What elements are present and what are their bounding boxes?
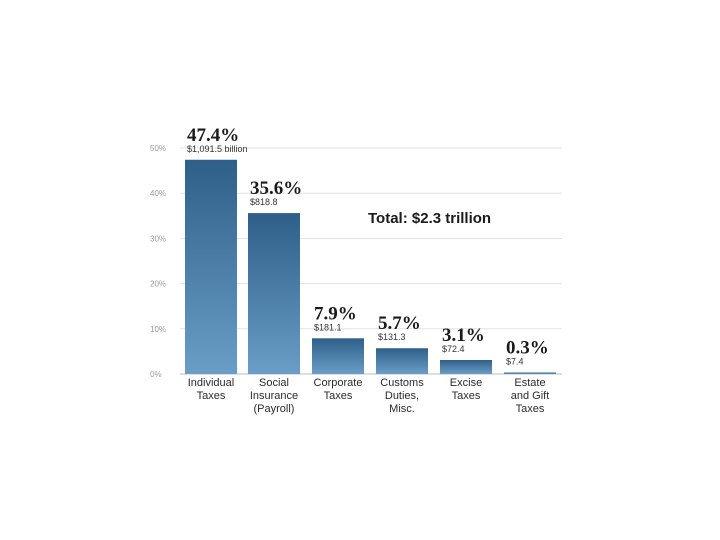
grid-lines bbox=[180, 147, 562, 375]
amount-label-3: $131.3 bbox=[378, 332, 406, 342]
category-line: Taxes bbox=[452, 390, 481, 402]
category-label-2: Corporate Taxes bbox=[314, 377, 363, 402]
category-line: Insurance bbox=[250, 390, 298, 402]
category-line: Customs bbox=[380, 377, 424, 389]
y-tick-label-0: 0% bbox=[150, 370, 162, 379]
amount-label-5: $7.4 bbox=[506, 357, 524, 367]
percent-label-2: 7.9% bbox=[314, 303, 357, 324]
category-line: Misc. bbox=[389, 403, 415, 415]
category-line: Social bbox=[259, 377, 289, 389]
category-line: Excise bbox=[450, 377, 482, 389]
category-line: Corporate bbox=[314, 377, 363, 389]
y-tick-label-40: 40% bbox=[150, 189, 166, 198]
bars bbox=[185, 159, 556, 374]
bar-2 bbox=[312, 338, 364, 374]
category-line: Estate bbox=[514, 377, 545, 389]
category-line: Individual bbox=[188, 377, 234, 389]
amount-label-4: $72.4 bbox=[442, 344, 465, 354]
category-label-0: Individual Taxes bbox=[188, 377, 234, 402]
category-label-1: Social Insurance (Payroll) bbox=[250, 377, 298, 415]
amount-label-1: $818.8 bbox=[250, 197, 278, 207]
category-line: (Payroll) bbox=[254, 403, 295, 415]
total-annotation: Total: $2.3 trillion bbox=[368, 210, 491, 227]
bar-1 bbox=[248, 213, 300, 374]
y-tick-label-50: 50% bbox=[150, 144, 166, 153]
bar-4 bbox=[440, 359, 492, 374]
amount-label-2: $181.1 bbox=[314, 322, 342, 332]
percent-label-4: 3.1% bbox=[442, 325, 485, 346]
y-tick-label-20: 20% bbox=[150, 280, 166, 289]
category-label-3: Customs Duties, Misc. bbox=[380, 377, 424, 415]
amount-label-0: $1,091.5 billion bbox=[187, 144, 248, 154]
category-line: Duties, bbox=[385, 390, 419, 402]
category-line: and Gift bbox=[511, 390, 550, 402]
percent-label-1: 35.6% bbox=[250, 178, 302, 199]
category-label-4: Excise Taxes bbox=[450, 377, 482, 402]
percent-label-3: 5.7% bbox=[378, 313, 421, 334]
y-axis-ticks: 0% 10% 20% 30% 40% 50% bbox=[150, 144, 166, 379]
percent-label-0: 47.4% bbox=[187, 125, 239, 146]
percent-label-5: 0.3% bbox=[506, 338, 549, 359]
category-line: Taxes bbox=[516, 403, 545, 415]
bar-5 bbox=[504, 372, 556, 374]
category-label-5: Estate and Gift Taxes bbox=[511, 377, 550, 415]
category-line: Taxes bbox=[324, 390, 353, 402]
bar-3 bbox=[376, 348, 428, 374]
category-line: Taxes bbox=[197, 390, 226, 402]
bar-0 bbox=[185, 159, 237, 374]
y-tick-label-10: 10% bbox=[150, 325, 166, 334]
y-tick-label-30: 30% bbox=[150, 234, 166, 243]
